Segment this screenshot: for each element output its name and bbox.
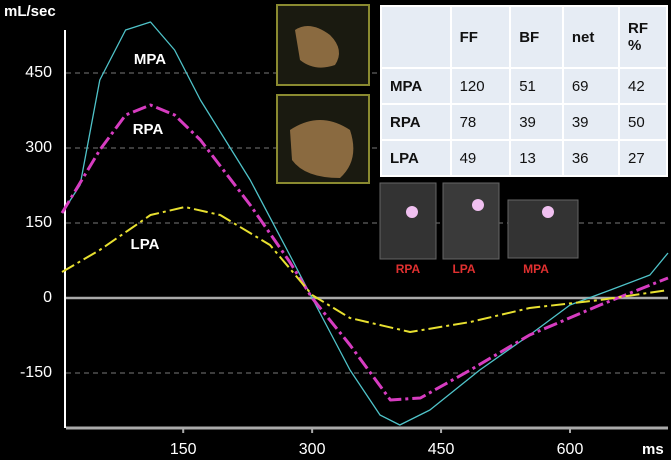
mri-roi — [472, 199, 484, 211]
series-line — [61, 206, 669, 333]
table-cell: 49 — [449, 139, 512, 177]
series-line — [60, 103, 669, 402]
series-label: RPA — [133, 121, 164, 138]
table-cell: RF % — [618, 4, 668, 70]
table-cell: 120 — [449, 67, 512, 106]
x-tick-label: 150 — [170, 441, 197, 458]
table-cell: 51 — [509, 67, 564, 106]
table-cell: 13 — [509, 139, 564, 177]
image-label: LPA — [452, 262, 475, 276]
table-cell: 50 — [618, 103, 668, 142]
x-axis-label: ms — [642, 441, 664, 458]
table-row: MPA 120 51 69 42 — [380, 67, 668, 106]
series-line — [61, 21, 669, 426]
table-cell: 78 — [449, 103, 512, 142]
image-label: RPA — [396, 262, 421, 276]
table-cell: net — [561, 4, 621, 70]
table-cell: 36 — [561, 139, 621, 177]
mri-image — [442, 182, 500, 260]
table-cell: RPA — [380, 103, 452, 142]
table-cell: FF — [449, 4, 512, 70]
y-axis-label: mL/sec — [4, 3, 56, 20]
table-cell: LPA — [380, 139, 452, 177]
render-shape — [295, 26, 339, 68]
x-tick-label: 600 — [557, 441, 584, 458]
x-tick-label: 450 — [428, 441, 455, 458]
table-cell: MPA — [380, 67, 452, 106]
table-cell: 42 — [618, 67, 668, 106]
x-tick-label: 300 — [299, 441, 326, 458]
render-shape — [290, 120, 354, 178]
y-tick-label: 150 — [25, 214, 52, 231]
image-label: MPA — [523, 262, 549, 276]
y-tick-label: 450 — [25, 64, 52, 81]
mri-roi — [406, 206, 418, 218]
table-cell: BF — [509, 4, 564, 70]
table-header: FF BF net RF % — [380, 4, 668, 70]
flow-table: FF BF net RF % MPA 120 51 69 42 RPA 78 39 39 50 LPA 49 1… — [380, 4, 668, 177]
series-label: MPA — [134, 51, 166, 68]
table-row: LPA 49 13 36 27 — [380, 139, 668, 177]
table-cell: 39 — [509, 103, 564, 142]
table-cell — [380, 4, 452, 70]
series-label: LPA — [131, 236, 160, 253]
table-cell: 39 — [561, 103, 621, 142]
y-tick-label: 300 — [25, 139, 52, 156]
mri-image — [379, 182, 437, 260]
y-tick-label: -150 — [20, 364, 52, 381]
table-cell: 27 — [618, 139, 668, 177]
table-cell: 69 — [561, 67, 621, 106]
mri-roi — [542, 206, 554, 218]
y-tick-label: 0 — [43, 289, 52, 306]
table-row: RPA 78 39 39 50 — [380, 103, 668, 142]
render-images — [276, 4, 579, 260]
